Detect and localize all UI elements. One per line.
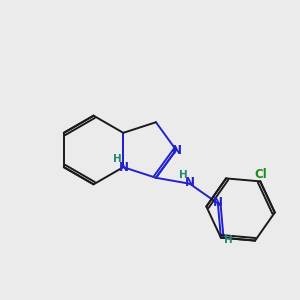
Text: H: H bbox=[224, 235, 233, 245]
Text: N: N bbox=[172, 143, 182, 157]
Text: N: N bbox=[185, 176, 195, 189]
Text: H: H bbox=[179, 170, 188, 180]
Text: N: N bbox=[213, 196, 224, 209]
Text: Cl: Cl bbox=[254, 168, 267, 181]
Text: H: H bbox=[113, 154, 122, 164]
Text: N: N bbox=[119, 161, 129, 174]
